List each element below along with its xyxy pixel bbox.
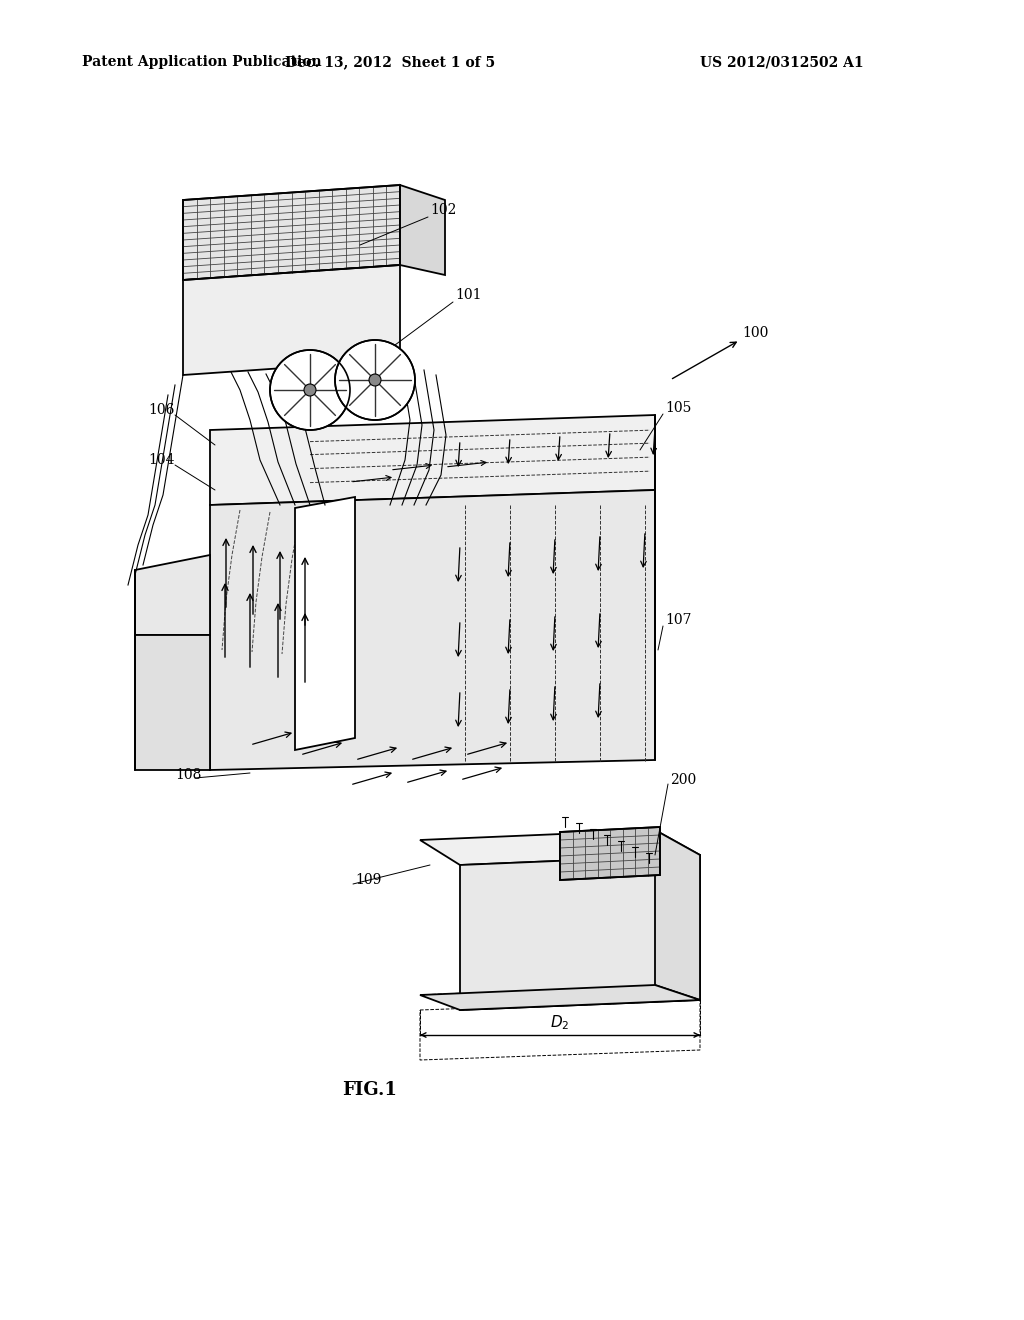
Polygon shape xyxy=(420,985,700,1010)
Polygon shape xyxy=(135,554,210,635)
Text: FIG.1: FIG.1 xyxy=(343,1081,397,1100)
Circle shape xyxy=(270,350,350,430)
Polygon shape xyxy=(560,828,660,880)
Circle shape xyxy=(335,341,415,420)
Polygon shape xyxy=(210,490,655,770)
Polygon shape xyxy=(460,855,700,1010)
Text: 102: 102 xyxy=(430,203,457,216)
Text: US 2012/0312502 A1: US 2012/0312502 A1 xyxy=(700,55,863,69)
Polygon shape xyxy=(655,830,700,1001)
Polygon shape xyxy=(135,635,210,770)
Polygon shape xyxy=(295,498,355,750)
Text: 108: 108 xyxy=(175,768,202,781)
Text: Patent Application Publication: Patent Application Publication xyxy=(82,55,322,69)
Text: 104: 104 xyxy=(148,453,174,467)
Text: 109: 109 xyxy=(355,873,381,887)
Circle shape xyxy=(369,374,381,385)
Text: 101: 101 xyxy=(455,288,481,302)
Polygon shape xyxy=(183,265,400,375)
Polygon shape xyxy=(210,414,655,506)
Polygon shape xyxy=(420,830,700,865)
Polygon shape xyxy=(183,185,400,280)
Text: 107: 107 xyxy=(665,612,691,627)
Text: 106: 106 xyxy=(148,403,174,417)
Text: Dec. 13, 2012  Sheet 1 of 5: Dec. 13, 2012 Sheet 1 of 5 xyxy=(285,55,495,69)
Text: 200: 200 xyxy=(670,774,696,787)
Polygon shape xyxy=(400,185,445,275)
Text: 100: 100 xyxy=(742,326,768,341)
Text: $D_2$: $D_2$ xyxy=(550,1014,569,1032)
Text: 105: 105 xyxy=(665,401,691,414)
Circle shape xyxy=(304,384,316,396)
